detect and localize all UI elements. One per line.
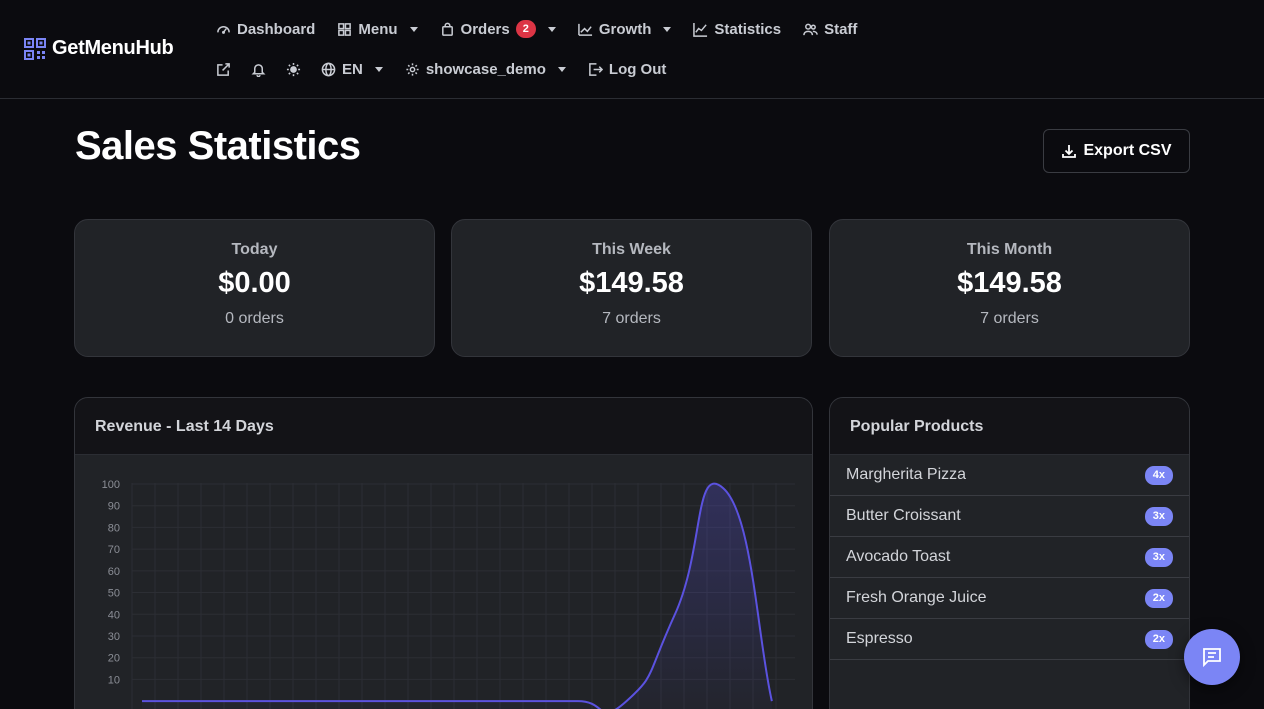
nav-orders-label: Orders <box>460 20 510 38</box>
product-name: Butter Croissant <box>846 507 961 524</box>
list-item: Margherita Pizza 4x <box>830 455 1189 496</box>
account-label: showcase_demo <box>425 60 546 78</box>
revenue-chart-card: Revenue - Last 14 Days 100 90 80 70 60 50 40 30… <box>74 397 813 709</box>
orders-count-badge: 2 <box>515 20 536 38</box>
nav-dashboard-label: Dashboard <box>237 20 316 38</box>
y-tick-label: 90 <box>108 501 120 513</box>
revenue-area <box>142 483 772 709</box>
gear-icon <box>406 62 419 76</box>
account-menu[interactable]: showcase_demo <box>405 61 566 78</box>
export-csv-label: Export CSV <box>1083 142 1172 159</box>
stat-orders: 7 orders <box>602 310 661 327</box>
stat-card-week: This Week $149.58 7 orders <box>451 219 812 357</box>
theme-toggle-button[interactable] <box>286 62 301 77</box>
open-menu-external-button[interactable] <box>216 62 231 77</box>
y-tick-label: 80 <box>108 522 120 534</box>
nav-staff-label: Staff <box>824 20 858 38</box>
product-count-badge: 3x <box>1144 547 1173 567</box>
product-name: Avocado Toast <box>846 548 951 565</box>
list-item: Butter Croissant 3x <box>830 496 1189 537</box>
nav-growth-label: Growth <box>598 20 652 38</box>
nav-growth[interactable]: Growth <box>578 21 672 38</box>
stat-orders: 0 orders <box>225 310 284 327</box>
y-tick-label: 100 <box>102 479 120 491</box>
popular-products-title: Popular Products <box>830 398 1189 455</box>
notifications-button[interactable] <box>251 62 266 77</box>
stat-label: This Week <box>592 241 671 258</box>
y-tick-label: 40 <box>108 609 120 621</box>
navbar: GetMenuHub Dashboard Menu Orders 2 Growt… <box>0 0 1264 99</box>
nav-statistics-label: Statistics <box>714 20 782 38</box>
chat-icon <box>1203 648 1221 668</box>
stat-label: This Month <box>966 241 1053 258</box>
export-csv-button[interactable]: Export CSV <box>1043 129 1190 173</box>
stat-card-today: Today $0.00 0 orders <box>74 219 435 357</box>
secondary-nav: EN showcase_demo Log Out <box>216 57 688 81</box>
brand-name: GetMenuHub <box>52 37 174 59</box>
nav-dashboard[interactable]: Dashboard <box>216 21 315 38</box>
trending-up-icon <box>578 23 592 36</box>
list-item: Avocado Toast 3x <box>830 537 1189 578</box>
revenue-line <box>141 482 773 709</box>
stat-label: Today <box>231 241 278 258</box>
page-title: Sales Statistics <box>75 124 361 168</box>
external-link-icon <box>217 62 230 76</box>
chart-series <box>141 482 773 709</box>
language-label: EN <box>342 60 363 78</box>
nav-statistics[interactable]: Statistics <box>693 21 781 38</box>
chevron-down-icon <box>557 66 566 72</box>
line-chart-icon <box>693 22 708 37</box>
y-tick-label: 60 <box>108 566 120 578</box>
stat-value: $149.58 <box>579 267 684 299</box>
y-tick-label: 30 <box>108 631 120 643</box>
nav-orders[interactable]: Orders 2 <box>440 20 556 38</box>
stat-value: $149.58 <box>957 267 1062 299</box>
product-name: Espresso <box>846 630 913 647</box>
list-item: Espresso 2x <box>830 619 1189 660</box>
stat-value: $0.00 <box>218 267 291 299</box>
bell-icon <box>251 63 266 77</box>
chevron-down-icon <box>409 26 418 32</box>
brand[interactable]: GetMenuHub <box>24 37 174 60</box>
chart-grid <box>131 483 795 709</box>
popular-products-list: Margherita Pizza 4x Butter Croissant 3x … <box>830 455 1189 660</box>
product-count-badge: 4x <box>1144 465 1173 485</box>
y-tick-label: 50 <box>108 588 120 600</box>
speedometer-icon <box>217 25 230 34</box>
stat-orders: 7 orders <box>980 310 1039 327</box>
product-count-badge: 2x <box>1144 629 1173 649</box>
chevron-down-icon <box>547 26 556 32</box>
nav-staff[interactable]: Staff <box>803 21 857 38</box>
y-tick-label: 20 <box>108 653 120 665</box>
shopping-bag-icon <box>441 22 453 36</box>
chat-button[interactable] <box>1184 629 1240 685</box>
logout-label: Log Out <box>608 60 667 78</box>
nav-menu[interactable]: Menu <box>337 20 418 38</box>
stat-card-month: This Month $149.58 7 orders <box>829 219 1190 357</box>
primary-nav: Dashboard Menu Orders 2 Growth Statistic… <box>216 17 879 41</box>
people-icon <box>803 23 818 35</box>
y-tick-label: 10 <box>108 674 120 686</box>
nav-menu-label: Menu <box>358 20 398 38</box>
sun-icon <box>286 62 301 76</box>
list-item: Fresh Orange Juice 2x <box>830 578 1189 619</box>
qr-code-icon <box>24 37 46 60</box>
product-name: Margherita Pizza <box>846 466 967 483</box>
y-tick-label: 70 <box>108 544 120 556</box>
revenue-chart: 100 90 80 70 60 50 40 30 20 10 <box>102 479 795 709</box>
logout-link[interactable]: Log Out <box>588 61 666 78</box>
popular-products-card: Popular Products Margherita Pizza 4x But… <box>829 397 1190 709</box>
product-count-badge: 3x <box>1144 506 1173 526</box>
revenue-chart-title: Revenue - Last 14 Days <box>75 398 812 455</box>
language-selector[interactable]: EN <box>321 61 383 78</box>
chevron-down-icon <box>663 26 672 32</box>
product-count-badge: 2x <box>1144 588 1173 608</box>
y-axis-ticks: 100 90 80 70 60 50 40 30 20 10 <box>102 479 120 686</box>
globe-icon <box>321 62 336 76</box>
product-name: Fresh Orange Juice <box>846 589 987 606</box>
logout-icon <box>589 62 603 76</box>
grid-icon <box>338 22 352 36</box>
chevron-down-icon <box>374 66 383 72</box>
download-icon <box>1062 145 1077 158</box>
